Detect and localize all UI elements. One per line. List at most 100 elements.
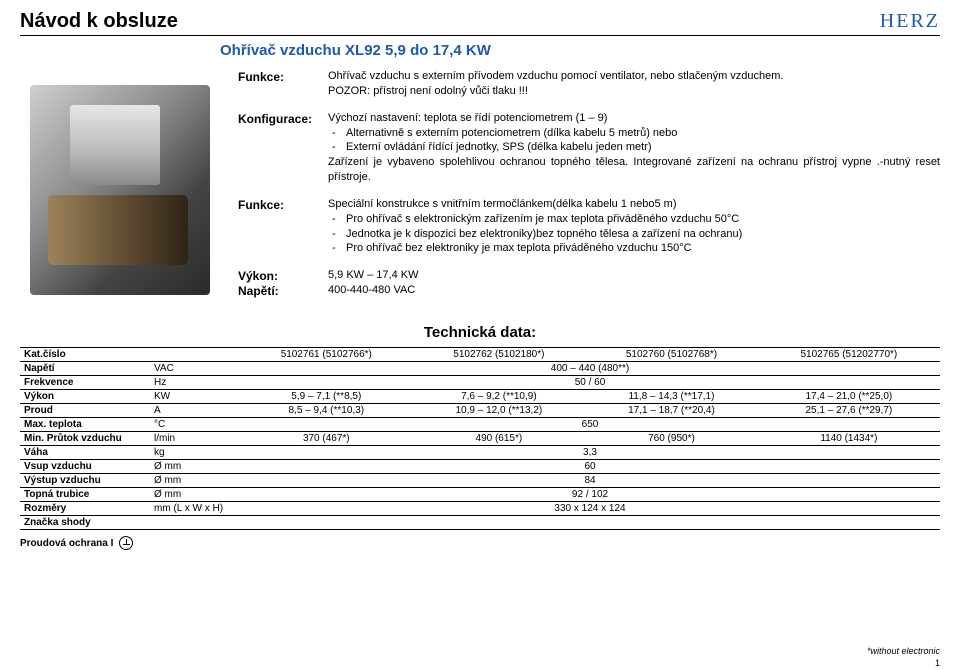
footer-right: *without electronic [867,646,940,656]
row-unit [150,516,240,530]
row-value: 17,4 – 21,0 (**25,0) [758,390,940,404]
row-value: 92 / 102 [240,488,940,502]
row-value: 17,1 – 18,7 (**20,4) [585,404,758,418]
table-row: Váhakg3,3 [20,446,940,460]
row-value: 760 (950*) [585,432,758,446]
row-value: 400 – 440 (480**) [240,362,940,376]
row-label: Vsup vzduchu [20,460,150,474]
section-body: 5,9 KW – 17,4 KW [328,268,940,283]
section-function-2: Funkce: Speciální konstrukce s vnitřním … [238,197,940,256]
row-value: 7,6 – 9,2 (**10,9) [413,390,586,404]
row-value: 5,9 – 7,1 (**8,5) [240,390,413,404]
row-value: 5102765 (51202770*) [758,348,940,362]
section-body: 400-440-480 VAC [328,283,940,298]
text-line: Výchozí nastavení: teplota se řídí poten… [328,111,940,126]
table-row: Min. Průtok vzduchul/min370 (467*)490 (6… [20,432,940,446]
row-value: 5102762 (5102180*) [413,348,586,362]
table-row: ProudA8,5 – 9,4 (**10,3)10,9 – 12,0 (**1… [20,404,940,418]
row-label: Topná trubice [20,488,150,502]
row-value: 5102760 (5102768*) [585,348,758,362]
row-label: Frekvence [20,376,150,390]
row-value: 8,5 – 9,4 (**10,3) [240,404,413,418]
row-value: 10,9 – 12,0 (**13,2) [413,404,586,418]
row-value: 11,8 – 14,3 (**17,1) [585,390,758,404]
table-row: VýkonKW5,9 – 7,1 (**8,5)7,6 – 9,2 (**10,… [20,390,940,404]
image-column [20,69,220,310]
row-unit: Ø mm [150,488,240,502]
section-label: Výkon: [238,268,328,283]
footer-left-text: Proudová ochrana I [20,538,113,549]
section-power: Výkon: 5,9 KW – 17,4 KW [238,268,940,283]
main-block: Funkce: Ohřívač vzduchu s externím přívo… [20,69,940,310]
row-value: 490 (615*) [413,432,586,446]
table-row: Max. teplota°C650 [20,418,940,432]
ground-icon [119,536,133,550]
section-voltage: Napětí: 400-440-480 VAC [238,283,940,298]
table-row: Značka shody [20,516,940,530]
section-label: Napětí: [238,283,328,298]
text-line: Zařízení je vybaveno spolehlivou ochrano… [328,155,940,185]
table-row: NapětíVAC400 – 440 (480**) [20,362,940,376]
section-label: Funkce: [238,69,328,99]
table-row: Kat.číslo 5102761 (5102766*)5102762 (5102… [20,348,940,362]
row-label: Napětí [20,362,150,376]
doc-title: Návod k obsluze [20,10,178,33]
row-unit: mm (L x W x H) [150,502,240,516]
row-unit: A [150,404,240,418]
row-value: 25,1 – 27,6 (**29,7) [758,404,940,418]
row-label: Váha [20,446,150,460]
table-row: FrekvenceHz50 / 60 [20,376,940,390]
product-image [30,85,210,295]
bullet: Alternativně s externím potenciometrem (… [346,126,940,141]
row-value: 84 [240,474,940,488]
row-unit: kg [150,446,240,460]
tech-data-title: Technická data: [20,324,940,341]
row-unit: KW [150,390,240,404]
row-unit: Ø mm [150,474,240,488]
bullet: Pro ohřívač s elektronickým zařízením je… [346,212,940,227]
table-row: Výstup vzduchuØ mm84 [20,474,940,488]
row-label: Kat.číslo [20,348,150,362]
row-unit: Hz [150,376,240,390]
table-row: Vsup vzduchuØ mm60 [20,460,940,474]
bullet: Externí ovládání řídící jednotky, SPS (d… [346,140,940,155]
row-value: 3,3 [240,446,940,460]
row-label: Výkon [20,390,150,404]
footer-left: Proudová ochrana I [20,536,940,550]
row-label: Rozměry [20,502,150,516]
section-label: Funkce: [238,197,328,256]
row-value: 370 (467*) [240,432,413,446]
row-value: 330 x 124 x 124 [240,502,940,516]
section-function-1: Funkce: Ohřívač vzduchu s externím přívo… [238,69,940,99]
page-number: 1 [935,658,940,668]
bullet: Pro ohřívač bez elektroniky je max teplo… [346,241,940,256]
row-unit: l/min [150,432,240,446]
text-line: POZOR: přístroj není odolný vůči tlaku !… [328,84,940,99]
section-label: Konfigurace: [238,111,328,185]
row-label: Min. Průtok vzduchu [20,432,150,446]
section-body: Výchozí nastavení: teplota se řídí poten… [328,111,940,185]
table-row: Topná trubiceØ mm92 / 102 [20,488,940,502]
row-value: 60 [240,460,940,474]
product-title: Ohřívač vzduchu XL92 5,9 do 17,4 KW [220,42,940,59]
table-row: Rozměrymm (L x W x H)330 x 124 x 124 [20,502,940,516]
section-body: Ohřívač vzduchu s externím přívodem vzdu… [328,69,940,99]
tech-data-table: Kat.číslo 5102761 (5102766*)5102762 (5102… [20,347,940,530]
row-value: 5102761 (5102766*) [240,348,413,362]
brand-logo: HERZ [880,10,940,33]
section-body: Speciální konstrukce s vnitřním termočlá… [328,197,940,256]
row-value: 1140 (1434*) [758,432,940,446]
bullet: Jednotka je k dispozici bez elektroniky)… [346,227,940,242]
text-column: Funkce: Ohřívač vzduchu s externím přívo… [238,69,940,310]
header: Návod k obsluze HERZ [20,10,940,36]
row-unit: °C [150,418,240,432]
text-line: Speciální konstrukce s vnitřním termočlá… [328,197,940,212]
text-line: Ohřívač vzduchu s externím přívodem vzdu… [328,69,940,84]
row-unit: VAC [150,362,240,376]
row-value: 50 / 60 [240,376,940,390]
row-label: Max. teplota [20,418,150,432]
row-unit: Ø mm [150,460,240,474]
row-label: Výstup vzduchu [20,474,150,488]
section-config: Konfigurace: Výchozí nastavení: teplota … [238,111,940,185]
row-label: Proud [20,404,150,418]
